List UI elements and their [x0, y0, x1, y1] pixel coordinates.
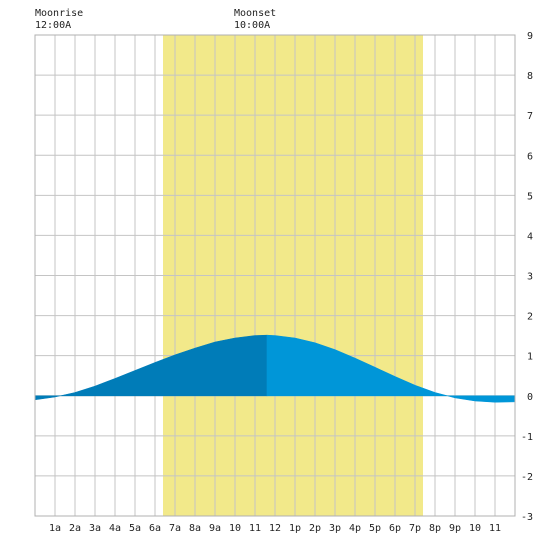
- x-tick-label: 10: [469, 523, 481, 534]
- x-tick-label: 4p: [349, 523, 361, 534]
- x-tick-label: 11: [249, 523, 261, 534]
- x-tick-label: 7a: [169, 523, 181, 534]
- y-tick-label: -1: [521, 432, 533, 443]
- tide-area-falling: [266, 334, 516, 403]
- y-tick-label: 2: [527, 312, 533, 323]
- x-tick-label: 4a: [109, 523, 121, 534]
- x-tick-label: 6a: [149, 523, 161, 534]
- x-tick-label: 10: [229, 523, 241, 534]
- y-tick-label: 8: [527, 71, 533, 82]
- x-tick-label: 12: [269, 523, 281, 534]
- x-tick-label: 11: [489, 523, 501, 534]
- moonset-time: 10:00A: [234, 20, 270, 31]
- y-tick-label: 5: [527, 191, 533, 202]
- y-tick-label: 0: [527, 392, 533, 403]
- y-tick-label: -2: [521, 472, 533, 483]
- x-tick-label: 7p: [409, 523, 421, 534]
- x-tick-label: 1a: [49, 523, 61, 534]
- x-tick-label: 9a: [209, 523, 221, 534]
- moonset-label: Moonset: [234, 8, 276, 19]
- x-tick-label: 8p: [429, 523, 441, 534]
- y-tick-label: 4: [527, 231, 533, 242]
- y-tick-label: 7: [527, 111, 533, 122]
- plot-area: 1a 2a 3a 4a 5a 6a 7a 8a 9a 10 11 12 1p 2p 3p 4p 5p 6p 7p 8p…: [34, 31, 533, 534]
- y-tick-label: 9: [527, 31, 533, 42]
- plot-frame: [34, 34, 516, 517]
- y-tick-label: 1: [527, 352, 533, 363]
- tide-area-rising: [34, 334, 268, 401]
- x-tick-label: 1p: [289, 523, 301, 534]
- x-tick-label: 3p: [329, 523, 341, 534]
- x-tick-label: 6p: [389, 523, 401, 534]
- x-tick-label: 5p: [369, 523, 381, 534]
- y-tick-label: 6: [527, 151, 533, 162]
- x-tick-label: 3a: [89, 523, 101, 534]
- x-tick-label: 9p: [449, 523, 461, 534]
- moonrise-label: Moonrise: [35, 8, 83, 19]
- x-tick-label: 5a: [129, 523, 141, 534]
- x-tick-label: 8a: [189, 523, 201, 534]
- x-tick-label: 2p: [309, 523, 321, 534]
- moonrise-time: 12:00A: [35, 20, 71, 31]
- y-tick-label: 3: [527, 272, 533, 283]
- y-tick-label: -3: [521, 512, 533, 523]
- x-tick-label: 2a: [69, 523, 81, 534]
